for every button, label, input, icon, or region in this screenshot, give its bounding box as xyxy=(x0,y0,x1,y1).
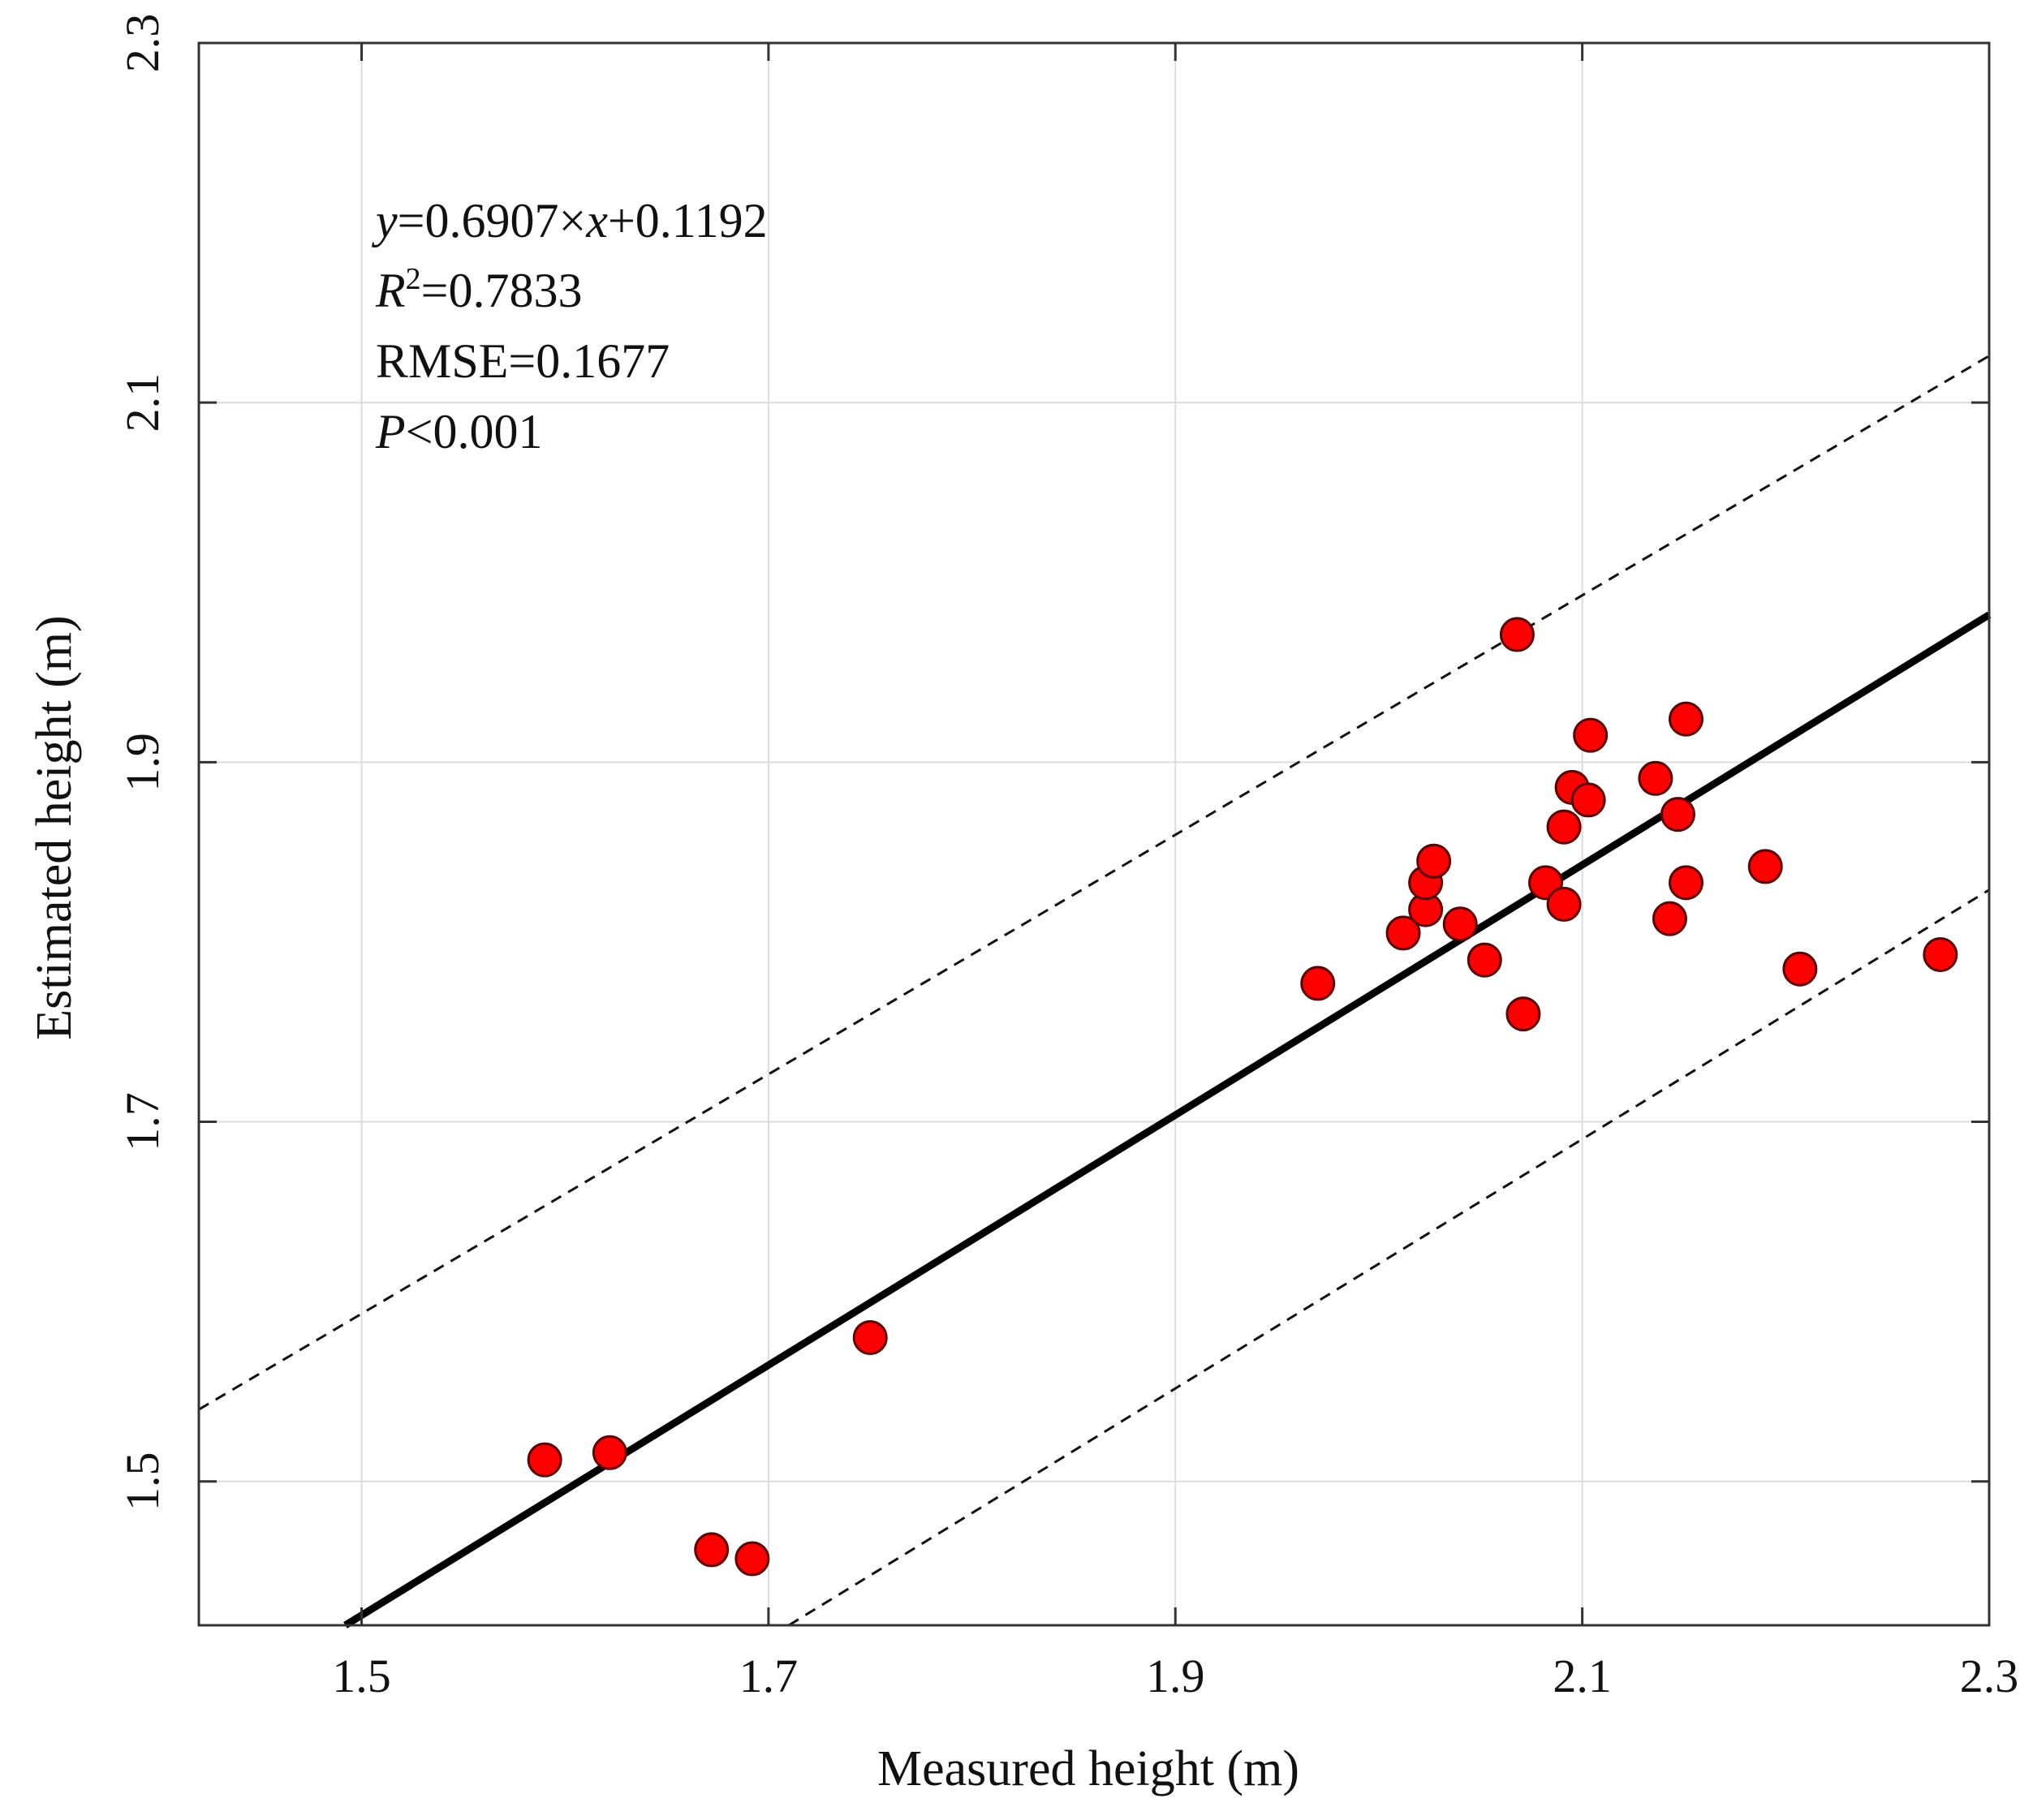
data-point xyxy=(527,1442,562,1478)
stats-annotation: y=0.6907×x+0.1192 R2=0.7833 RMSE=0.1677 … xyxy=(371,194,768,458)
y-tick-label: 1.7 xyxy=(116,1092,169,1151)
data-point xyxy=(1505,996,1541,1032)
data-point xyxy=(734,1541,770,1577)
equation-y-symbol: y xyxy=(371,194,398,247)
p-value: P<0.001 xyxy=(375,405,543,458)
data-point xyxy=(1300,966,1336,1001)
equation-intercept: +0.1192 xyxy=(608,194,768,247)
equation-x-symbol: x xyxy=(585,194,608,247)
data-point xyxy=(694,1532,730,1568)
upper-bound-line xyxy=(198,355,1990,1411)
data-point xyxy=(1638,760,1673,796)
x-tick-label: 1.9 xyxy=(1146,1650,1205,1702)
x-tick-label: 1.7 xyxy=(739,1650,799,1702)
data-point xyxy=(1499,617,1535,652)
data-point xyxy=(1668,701,1703,737)
data-point xyxy=(1652,901,1687,936)
data-point xyxy=(1573,717,1609,753)
equation-slope: =0.6907× xyxy=(398,194,587,247)
data-point xyxy=(1747,849,1783,884)
data-point xyxy=(1467,942,1502,978)
regression-equation: y=0.6907×x+0.1192 xyxy=(371,194,768,247)
y-tick-label: 1.9 xyxy=(116,733,169,792)
data-point xyxy=(1660,797,1695,833)
x-axis-title: Measured height (m) xyxy=(877,1741,1299,1796)
r-squared: R2=0.7833 xyxy=(375,262,583,317)
data-point xyxy=(1923,936,1958,972)
axis-ticks: 1.5 1.7 1.9 2.1 2.3 1.5 1.7 1.9 2.1 2.3 xyxy=(116,14,2018,1702)
data-point xyxy=(592,1435,627,1470)
data-point xyxy=(1668,865,1703,901)
y-tick-label: 1.5 xyxy=(116,1452,169,1511)
data-points xyxy=(527,617,1958,1577)
plot-frame xyxy=(197,41,1991,1627)
x-tick-label: 2.3 xyxy=(1960,1650,2019,1702)
data-point xyxy=(1546,809,1582,845)
p-value-text: <0.001 xyxy=(406,405,543,458)
data-point xyxy=(1570,782,1606,818)
data-point xyxy=(852,1319,888,1355)
p-symbol: P xyxy=(375,405,406,458)
data-point xyxy=(1442,906,1478,942)
data-point xyxy=(1782,951,1818,987)
r2-value: =0.7833 xyxy=(421,264,583,317)
data-point xyxy=(1546,886,1582,922)
x-tick-label: 1.5 xyxy=(332,1650,391,1702)
r2-superscript: 2 xyxy=(406,262,421,296)
y-axis-title: Estimated height (m) xyxy=(27,615,82,1039)
y-tick-label: 2.1 xyxy=(116,373,169,432)
rmse: RMSE=0.1677 xyxy=(376,334,670,388)
data-point xyxy=(1385,915,1421,951)
x-tick-label: 2.1 xyxy=(1553,1650,1612,1702)
lower-bound-line xyxy=(788,888,1990,1627)
r2-symbol: R xyxy=(375,264,406,317)
data-point xyxy=(1416,843,1452,879)
y-tick-label: 2.3 xyxy=(116,14,169,73)
